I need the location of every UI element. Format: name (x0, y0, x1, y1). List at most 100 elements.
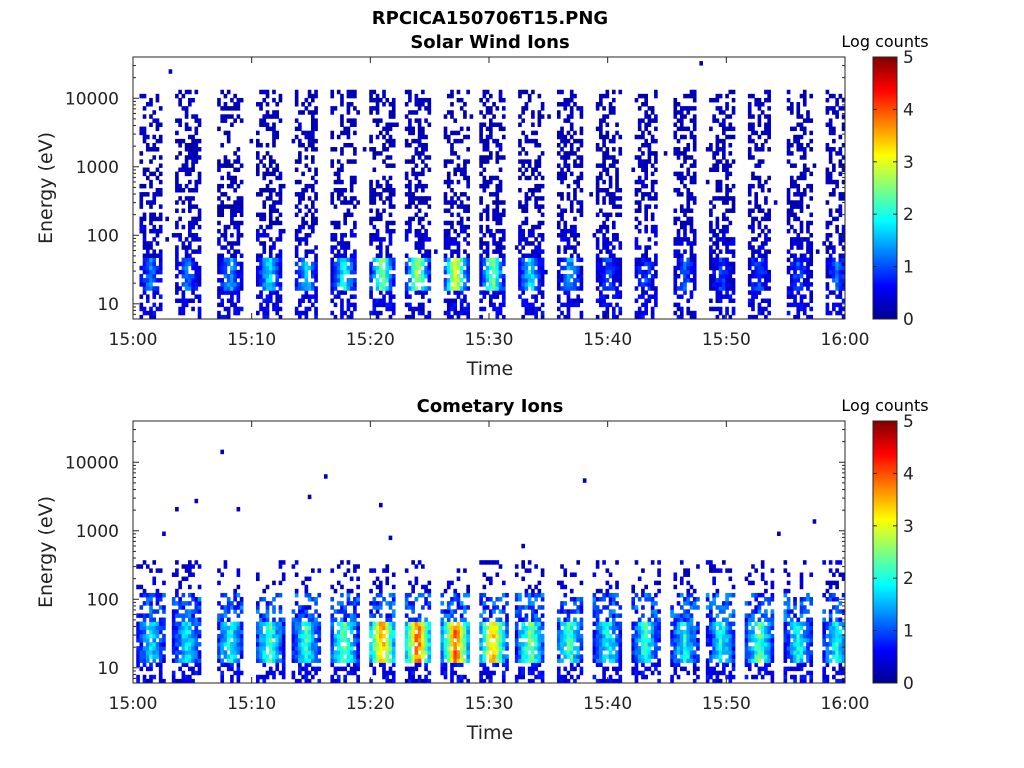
spectrogram-cell (731, 200, 736, 205)
spectrogram-cell (301, 130, 305, 136)
spectrogram-cell (291, 621, 296, 627)
spectrogram-cell (304, 233, 309, 238)
spectrogram-cell (683, 261, 687, 267)
spectrogram-cell (531, 192, 535, 197)
spectrogram-cell (255, 155, 260, 160)
spectrogram-cell (220, 278, 225, 283)
spectrogram-cell (259, 674, 263, 680)
spectrogram-cell (615, 204, 619, 209)
spectrogram-cell (689, 220, 694, 226)
spectrogram-cell (722, 130, 726, 136)
spectrogram-cell (722, 200, 726, 205)
spectrogram-cell (566, 278, 571, 283)
spectrogram-cell (294, 278, 299, 283)
spectrogram-cell (333, 286, 338, 291)
spectrogram-cell (382, 278, 386, 283)
spectrogram-cell (349, 188, 354, 193)
spectrogram-cell (466, 179, 470, 185)
spectrogram-cell (540, 220, 545, 226)
spectrogram-cell (298, 269, 302, 275)
spectrogram-cell (654, 261, 658, 267)
spectrogram-cell (634, 245, 639, 250)
spectrogram-cell (194, 646, 199, 651)
spectrogram-cell (197, 601, 202, 606)
spectrogram-cell (809, 188, 814, 193)
spectrogram-cell (340, 617, 344, 622)
spectrogram-cell (336, 261, 341, 267)
spectrogram-cell (615, 183, 619, 189)
spectrogram-cell (301, 654, 305, 659)
spectrogram-cell (654, 159, 658, 164)
spectrogram-cell (537, 159, 542, 164)
spectrogram-cell (637, 282, 642, 287)
spectrogram-cell (566, 97, 571, 103)
spectrogram-cell (479, 212, 483, 218)
spectrogram-cell (155, 233, 160, 238)
spectrogram-cell (162, 605, 166, 610)
spectrogram-cell (463, 261, 467, 267)
spectrogram-cell (388, 294, 393, 299)
axes-solar-wind: 15:00 15:10 15:20 15:30 15:40 15:50 16:0010100… (65, 56, 870, 350)
spectrogram-cell (330, 637, 335, 643)
spectrogram-cell (346, 278, 351, 283)
spectrogram-cell (178, 142, 182, 148)
spectrogram-cell (715, 265, 720, 271)
spectrogram-cell (217, 97, 221, 103)
spectrogram-cell (194, 261, 199, 267)
spectrogram-cell (307, 605, 312, 610)
spectrogram-cell (760, 188, 765, 193)
spectrogram-cell (223, 662, 228, 668)
spectrogram-cell (382, 93, 386, 99)
spectrogram-cell (197, 650, 202, 655)
spectrogram-cell (298, 241, 302, 246)
spectrogram-cell (647, 114, 652, 119)
spectrogram-cell (650, 163, 655, 168)
spectrogram-cell (796, 175, 801, 181)
spectrogram-cell (346, 282, 351, 287)
spectrogram-cell (715, 282, 720, 287)
spectrogram-cell (806, 241, 810, 246)
spectrogram-cell (275, 621, 280, 627)
spectrogram-cell (838, 290, 843, 295)
spectrogram-cell (181, 670, 186, 676)
spectrogram-cell (518, 278, 522, 283)
spectrogram-cell (314, 167, 318, 173)
spectrogram-cell (754, 314, 759, 320)
spectrogram-cell (463, 269, 467, 275)
spectrogram-cell (272, 621, 276, 627)
spectrogram-cell (424, 228, 428, 234)
spectrogram-cell (217, 257, 221, 263)
spectrogram-cell (149, 314, 153, 320)
spectrogram-cell (411, 138, 415, 144)
spectrogram-cell (272, 286, 276, 291)
spectrogram-cell (650, 294, 655, 299)
spectrogram-cell (311, 261, 315, 267)
spectrogram-cell (369, 265, 373, 271)
spectrogram-cell (278, 269, 283, 275)
spectrogram-cell (427, 110, 432, 115)
spectrogram-cell (191, 617, 195, 622)
spectrogram-cell (611, 138, 616, 144)
spectrogram-cell (301, 666, 305, 672)
spectrogram-cell (676, 294, 681, 299)
spectrogram-cell (754, 163, 759, 168)
spectrogram-cell (556, 282, 561, 287)
spectrogram-cell (456, 245, 461, 250)
spectrogram-cell (236, 298, 241, 304)
spectrogram-cell (175, 678, 179, 684)
spectrogram-cell (540, 196, 545, 201)
spectrogram-cell (223, 564, 228, 569)
spectrogram-cell (330, 282, 335, 287)
spectrogram-cell (265, 257, 270, 263)
spectrogram-cell (408, 257, 412, 263)
spectrogram-cell (560, 257, 564, 263)
spectrogram-cell (262, 306, 267, 312)
spectrogram-cell (255, 228, 260, 234)
spectrogram-cell (220, 302, 225, 308)
spectrogram-cell (692, 265, 697, 271)
spectrogram-cell (385, 261, 390, 267)
spectrogram-cell (382, 282, 386, 287)
spectrogram-cell (340, 646, 344, 651)
spectrogram-cell (152, 642, 157, 647)
spectrogram-cell (731, 265, 736, 271)
